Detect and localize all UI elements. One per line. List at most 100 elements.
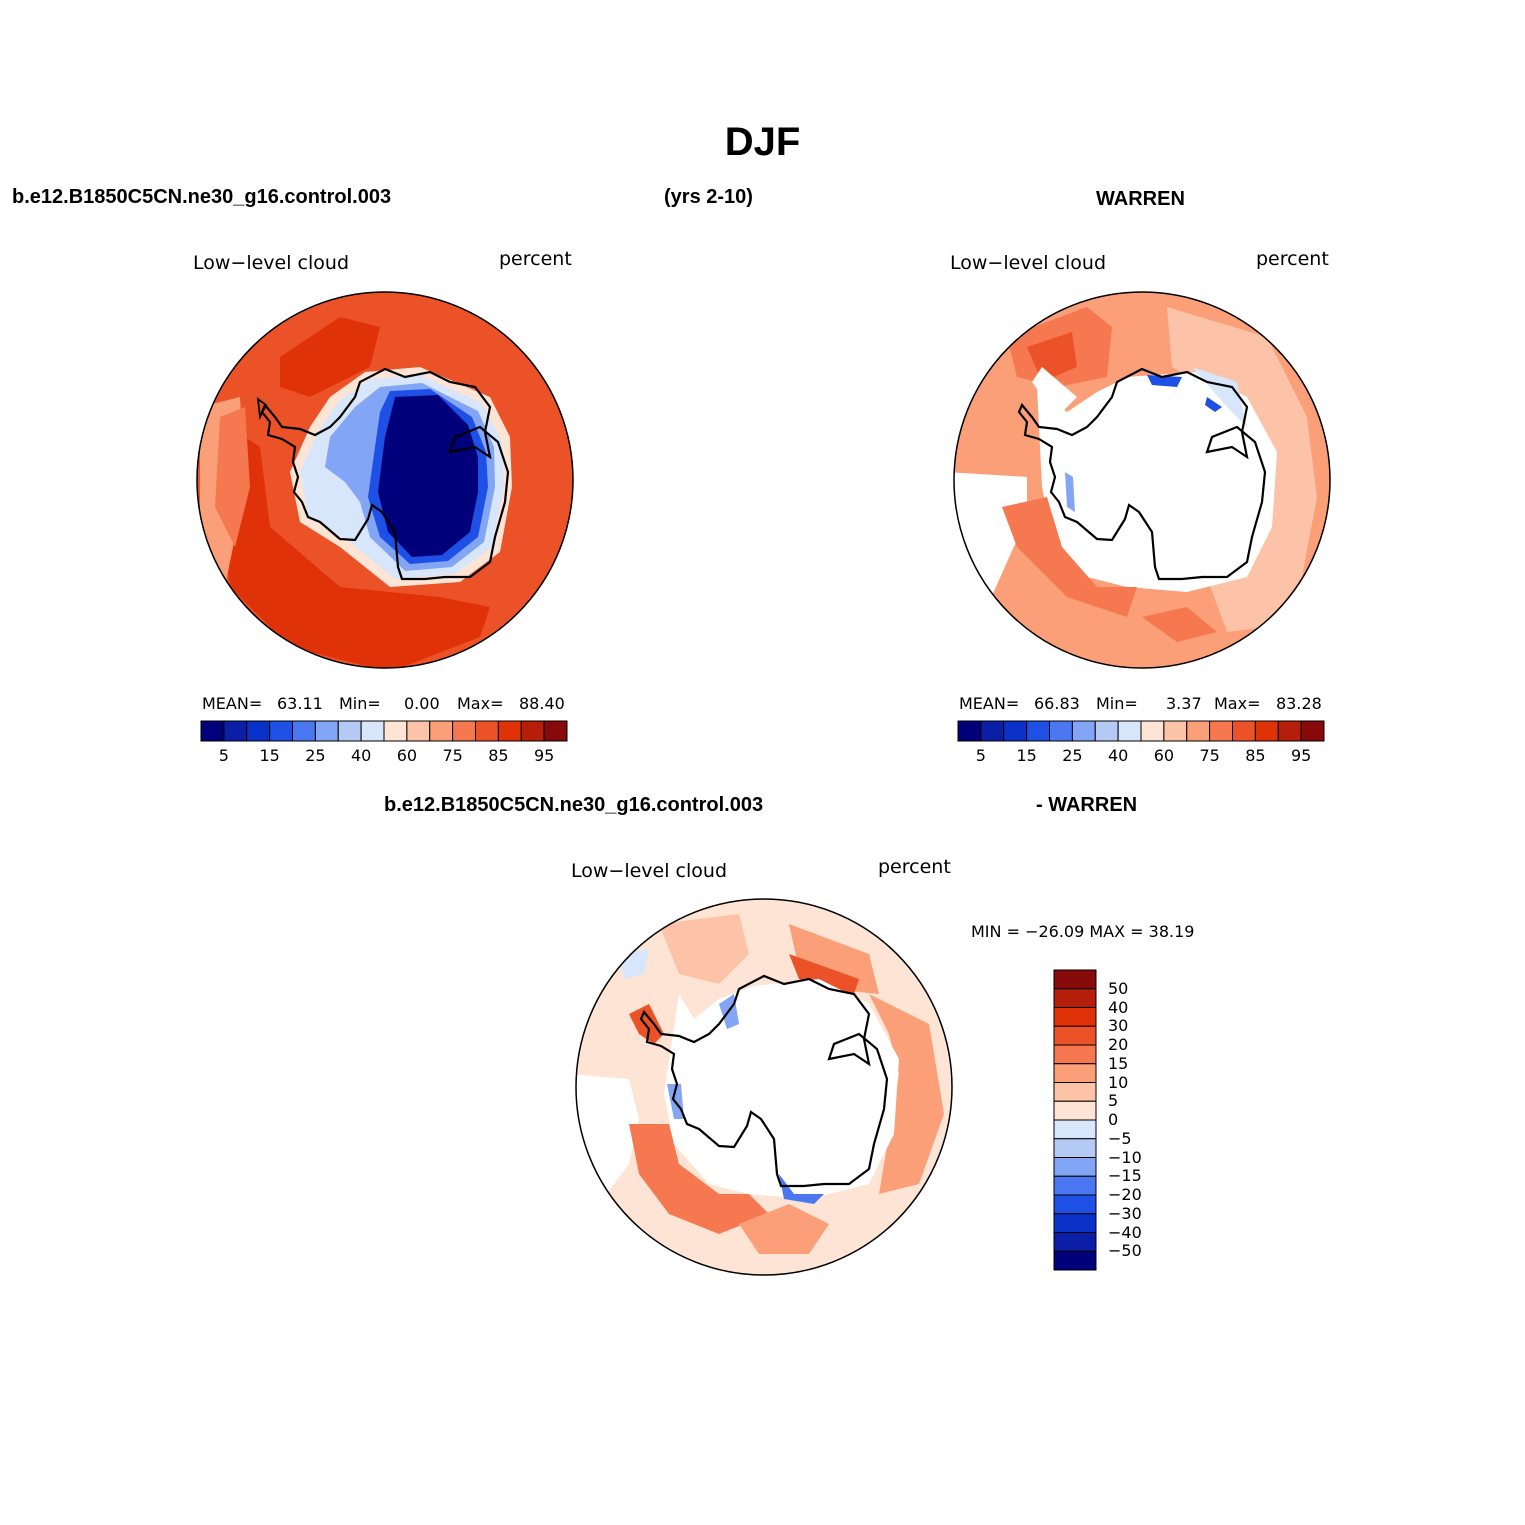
colorbar-level-label: −5	[1108, 1128, 1132, 1148]
colorbar-swatch	[1071, 720, 1096, 742]
panel3-minmax: MIN = −26.09 MAX = 38.19	[971, 922, 1195, 941]
colorbar-tick-label: 40	[350, 746, 372, 765]
colorbar-level-label: −50	[1108, 1241, 1142, 1261]
colorbar-tick-label: 75	[442, 746, 463, 765]
colorbar-swatch	[1300, 720, 1325, 742]
colorbar-swatch	[1053, 1157, 1097, 1177]
colorbar-swatch	[1053, 1082, 1097, 1102]
panel3-units: percent	[878, 856, 951, 878]
colorbar-tick-label: 60	[1153, 746, 1175, 765]
panel1-variable: Low−level cloud	[193, 252, 350, 274]
colorbar-level-label: 20	[1108, 1035, 1129, 1054]
colorbar-level-label: 15	[1108, 1053, 1129, 1073]
colorbar-swatch	[1049, 720, 1073, 742]
colorbar-swatch	[1186, 720, 1211, 742]
panel1-max-value: 88.40	[519, 694, 565, 713]
colorbar-swatch	[1053, 1194, 1097, 1215]
years-label: (yrs 2-10)	[664, 186, 753, 208]
colorbar-level-label: 40	[1108, 997, 1129, 1017]
colorbar-level-label: −20	[1108, 1185, 1142, 1204]
colorbar-swatch	[1053, 1044, 1097, 1065]
colorbar-swatch	[543, 720, 568, 742]
colorbar-swatch	[497, 720, 522, 742]
panel1-colorbar	[200, 720, 568, 742]
colorbar-swatch	[1209, 720, 1233, 742]
panel2-mean-label: MEAN=	[959, 694, 1020, 713]
obs-name: WARREN	[1096, 188, 1185, 210]
panel1-min-label: Min=	[339, 694, 381, 713]
colorbar-swatch	[383, 720, 408, 742]
panel2-units: percent	[1256, 248, 1329, 270]
colorbar-level-label: −10	[1108, 1147, 1142, 1167]
colorbar-swatch	[246, 720, 271, 742]
panel1-min-value: 0.00	[404, 694, 440, 713]
colorbar-swatch	[429, 720, 454, 742]
colorbar-swatch	[1053, 1232, 1097, 1252]
colorbar-tick-label: 85	[1245, 746, 1266, 765]
colorbar-tick-label: 5	[218, 746, 229, 765]
colorbar-swatch	[1053, 1250, 1097, 1271]
colorbar-tick-label: 95	[1290, 746, 1312, 765]
colorbar-swatch	[269, 720, 293, 742]
colorbar-swatch	[1053, 988, 1097, 1008]
colorbar-tick-label: 5	[975, 746, 986, 765]
colorbar-tick-label: 60	[396, 746, 418, 765]
colorbar-swatch	[292, 720, 316, 742]
colorbar-swatch	[1026, 720, 1050, 742]
colorbar-level-label: −15	[1108, 1166, 1142, 1186]
colorbar-swatch	[1117, 720, 1142, 742]
colorbar-level-label: 30	[1108, 1016, 1129, 1036]
panel2-min-label: Min=	[1096, 694, 1138, 713]
panel1-mean-value: 63.11	[277, 694, 323, 713]
colorbar-swatch	[520, 720, 545, 742]
diff-obs-name: - WARREN	[1036, 794, 1138, 816]
colorbar-tick-label: 40	[1107, 746, 1129, 765]
colorbar-level-label: −30	[1108, 1203, 1142, 1223]
colorbar-level-label: 5	[1108, 1091, 1119, 1111]
panel2-polar-map	[953, 291, 1331, 669]
colorbar-swatch	[1053, 1138, 1097, 1158]
panel1-units: percent	[499, 248, 572, 270]
colorbar-tick-label: 15	[259, 746, 280, 765]
panel2-mean-value: 66.83	[1034, 694, 1080, 713]
colorbar-swatch	[1277, 720, 1302, 742]
colorbar-tick-label: 25	[1062, 746, 1083, 765]
diff-case-name: b.e12.B1850C5CN.ne30_g16.control.003	[384, 794, 764, 816]
colorbar-tick-label: 85	[488, 746, 509, 765]
colorbar-swatch	[1053, 1213, 1097, 1233]
panel3-variable: Low−level cloud	[571, 860, 728, 882]
colorbar-swatch	[1053, 969, 1097, 990]
panel1-max-label: Max=	[457, 694, 504, 713]
colorbar-swatch	[406, 720, 431, 742]
panel1-polar-map	[196, 291, 574, 669]
colorbar-swatch	[1140, 720, 1165, 742]
panel2-max-value: 83.28	[1276, 694, 1322, 713]
colorbar-swatch	[1053, 1175, 1097, 1196]
panel2-variable: Low−level cloud	[950, 252, 1107, 274]
colorbar-tick-label: 95	[533, 746, 555, 765]
colorbar-swatch	[1053, 1100, 1097, 1121]
colorbar-level-label: 0	[1108, 1110, 1119, 1129]
colorbar-swatch	[452, 720, 476, 742]
colorbar-swatch	[475, 720, 499, 742]
colorbar-swatch	[360, 720, 385, 742]
panel1-mean-label: MEAN=	[202, 694, 263, 713]
colorbar-swatch	[1254, 720, 1279, 742]
colorbar-swatch	[1232, 720, 1256, 742]
colorbar-swatch	[980, 720, 1005, 742]
colorbar-swatch	[1163, 720, 1188, 742]
case-name: b.e12.B1850C5CN.ne30_g16.control.003	[12, 186, 392, 208]
colorbar-tick-label: 15	[1016, 746, 1037, 765]
panel3-colorbar	[1053, 969, 1097, 1271]
colorbar-swatch	[314, 720, 339, 742]
colorbar-level-label: −40	[1108, 1222, 1142, 1242]
colorbar-swatch	[1053, 1025, 1097, 1046]
colorbar-swatch	[200, 720, 225, 742]
colorbar-level-label: 50	[1108, 978, 1129, 998]
colorbar-tick-label: 75	[1199, 746, 1220, 765]
colorbar-swatch	[223, 720, 248, 742]
colorbar-swatch	[337, 720, 362, 742]
colorbar-swatch	[1094, 720, 1119, 742]
colorbar-swatch	[1053, 1063, 1097, 1083]
colorbar-swatch	[1053, 1007, 1097, 1027]
